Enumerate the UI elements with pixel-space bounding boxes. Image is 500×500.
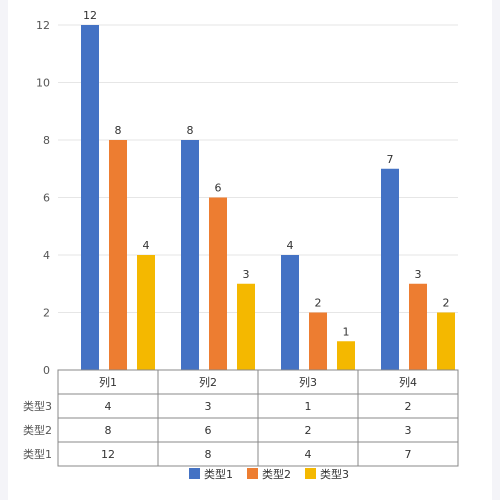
y-tick-label: 8: [43, 134, 50, 147]
bar: [137, 255, 155, 370]
data-table-cell: 7: [405, 448, 412, 461]
category-label: 列2: [199, 375, 217, 389]
data-label: 3: [243, 268, 250, 281]
data-label: 1: [343, 325, 350, 338]
y-tick-label: 4: [43, 249, 50, 262]
data-table-cell: 1: [305, 400, 312, 413]
bar: [409, 283, 427, 370]
data-label: 7: [387, 153, 394, 166]
bar: [281, 255, 299, 370]
data-table-series-name: 类型2: [23, 423, 52, 437]
category-label: 列4: [399, 375, 417, 389]
data-label: 12: [83, 9, 97, 22]
legend-swatch: [247, 468, 258, 479]
bar: [181, 140, 199, 370]
legend-swatch: [189, 468, 200, 479]
bar: [437, 312, 455, 370]
data-table-cell: 12: [101, 448, 115, 461]
y-tick-label: 10: [36, 77, 50, 90]
bar: [209, 197, 227, 370]
data-label: 4: [143, 239, 150, 252]
data-table-cell: 8: [105, 424, 112, 437]
y-tick-label: 0: [43, 364, 50, 377]
data-label: 6: [215, 182, 222, 195]
data-table-cell: 2: [405, 400, 412, 413]
data-table-cell: 6: [205, 424, 212, 437]
data-table-cell: 4: [305, 448, 312, 461]
data-label: 8: [187, 124, 194, 137]
data-table-series-name: 类型3: [23, 399, 52, 413]
category-label: 列1: [99, 375, 117, 389]
legend-swatch: [305, 468, 316, 479]
y-tick-label: 2: [43, 307, 50, 320]
data-table-series-name: 类型1: [23, 447, 52, 461]
data-table-cell: 3: [205, 400, 212, 413]
bar: [237, 283, 255, 370]
y-tick-label: 12: [36, 19, 50, 32]
data-label: 2: [443, 297, 450, 310]
data-table-cell: 8: [205, 448, 212, 461]
data-table-cell: 2: [305, 424, 312, 437]
legend-label: 类型2: [262, 467, 291, 481]
data-label: 3: [415, 268, 422, 281]
data-table-cell: 3: [405, 424, 412, 437]
data-label: 2: [315, 297, 322, 310]
legend-label: 类型1: [204, 467, 233, 481]
category-label: 列3: [299, 375, 317, 389]
bar: [381, 168, 399, 370]
data-table-cell: 4: [105, 400, 112, 413]
bar: [309, 312, 327, 370]
bar: [81, 25, 99, 370]
bar: [337, 341, 355, 370]
bar: [109, 140, 127, 370]
y-tick-label: 6: [43, 192, 50, 205]
legend-label: 类型3: [320, 467, 349, 481]
chart-panel: 0 2 4 6 8 10 12 12 8 4 7 8 6 2 3 4 3 1 2 列1 列2 列3 列4 类型3 4 3 1 2 类型2…: [8, 0, 492, 500]
data-label: 8: [115, 124, 122, 137]
data-label: 4: [287, 239, 294, 252]
